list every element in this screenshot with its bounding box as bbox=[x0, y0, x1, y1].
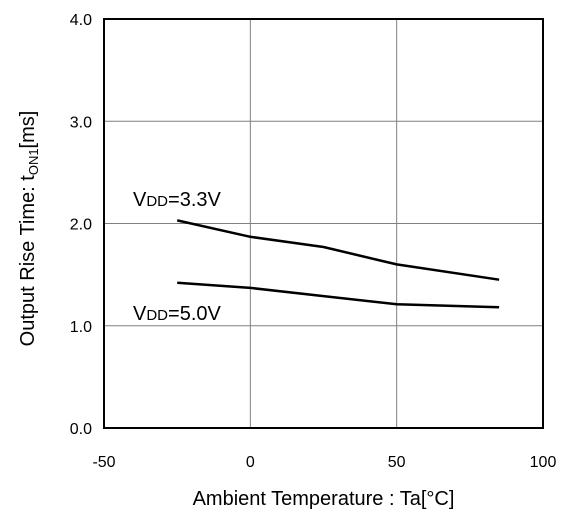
y-tick-label: 2.0 bbox=[70, 217, 92, 234]
series-lines bbox=[176, 219, 500, 309]
x-tick-label: -50 bbox=[92, 454, 115, 471]
plot-frame bbox=[103, 18, 544, 429]
x-tick-labels: -50 0 50 100 bbox=[92, 454, 556, 471]
y-tick-label: 1.0 bbox=[70, 319, 92, 336]
series-line-1 bbox=[177, 281, 500, 309]
y-tick-label: 0.0 bbox=[70, 421, 92, 438]
x-tick-label: 0 bbox=[246, 454, 255, 471]
x-axis-title: Ambient Temperature : Ta[°C] bbox=[193, 488, 455, 510]
y-tick-label: 3.0 bbox=[70, 114, 92, 131]
series-label-vdd-3.3v: VDD=3.3V bbox=[133, 189, 221, 211]
x-tick-label: 100 bbox=[530, 454, 557, 471]
y-tick-labels: 0.0 1.0 2.0 3.0 4.0 bbox=[70, 12, 92, 438]
series-label-vdd-5.0v: VDD=5.0V bbox=[133, 303, 221, 325]
y-tick-label: 4.0 bbox=[70, 12, 92, 29]
grid-lines bbox=[104, 19, 543, 428]
x-tick-label: 50 bbox=[388, 454, 406, 471]
y-axis-title: Output Rise Time: tON1[ms] bbox=[17, 111, 41, 347]
series-line-0 bbox=[176, 219, 500, 281]
